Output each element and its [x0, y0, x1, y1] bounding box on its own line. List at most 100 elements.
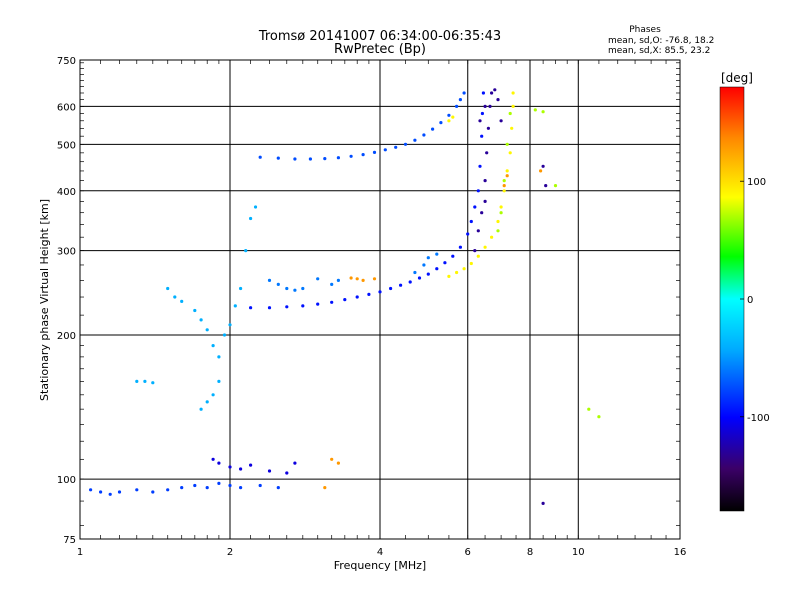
x-tick-label: 4	[377, 547, 383, 558]
data-point	[211, 457, 215, 461]
data-point	[355, 277, 359, 281]
data-point	[244, 249, 248, 253]
phase-heading: Phases	[629, 25, 661, 35]
data-point	[447, 274, 451, 278]
data-point	[490, 91, 494, 95]
data-point	[222, 333, 227, 337]
data-point	[199, 318, 203, 322]
data-point	[476, 189, 480, 193]
data-point	[539, 169, 543, 173]
data-point	[417, 276, 422, 280]
y-tick-label: 600	[57, 102, 76, 113]
data-point	[451, 254, 455, 258]
data-point	[478, 119, 482, 123]
data-point	[301, 304, 305, 308]
data-point	[343, 298, 347, 302]
data-point	[330, 300, 334, 304]
data-point	[135, 379, 139, 383]
data-point	[485, 151, 489, 155]
data-point	[544, 184, 548, 188]
data-point	[361, 278, 365, 282]
data-point	[511, 104, 515, 108]
data-point	[349, 154, 353, 158]
data-point	[233, 304, 237, 308]
data-point	[533, 108, 537, 112]
data-point	[478, 164, 482, 168]
data-point	[367, 292, 371, 296]
data-point	[308, 157, 312, 161]
data-point	[476, 229, 480, 233]
data-point	[505, 169, 509, 173]
data-point	[439, 121, 443, 125]
data-point	[426, 272, 430, 276]
data-point	[239, 486, 243, 490]
data-point	[399, 283, 403, 287]
data-point	[480, 211, 484, 215]
y-tick-labels: 75 100 200 300 400 500 600 750	[57, 56, 76, 546]
data-point	[336, 278, 340, 282]
data-point	[267, 306, 272, 310]
data-point	[143, 379, 147, 383]
data-point	[293, 157, 297, 161]
data-point	[483, 104, 487, 108]
data-point	[483, 199, 487, 203]
data-point	[413, 138, 417, 142]
data-point	[426, 256, 430, 260]
data-point	[99, 490, 103, 494]
data-point	[505, 174, 509, 178]
data-point	[466, 232, 470, 236]
x-tick-label: 1	[77, 547, 83, 558]
data-point	[480, 111, 484, 116]
x-tick-label: 16	[674, 547, 687, 558]
data-point	[499, 205, 503, 209]
data-point	[481, 91, 485, 95]
data-point	[135, 488, 139, 492]
data-point	[541, 164, 545, 168]
data-point	[458, 245, 462, 249]
data-point	[553, 184, 558, 188]
data-point	[496, 98, 500, 102]
colorbar-ticks: 100 0 -100	[740, 177, 770, 424]
data-point	[480, 134, 484, 138]
data-point	[205, 400, 209, 404]
data-point	[267, 469, 272, 473]
data-point	[330, 457, 334, 461]
data-point	[249, 463, 253, 467]
data-point	[510, 126, 514, 130]
data-point	[253, 205, 258, 209]
data-point	[422, 263, 426, 267]
data-point	[447, 113, 451, 117]
data-point	[228, 465, 232, 469]
data-point	[483, 179, 487, 183]
x-tick-label: 6	[465, 547, 471, 558]
x-tick-label: 8	[527, 547, 533, 558]
data-point	[173, 295, 177, 299]
y-tick-label: 100	[57, 475, 76, 486]
data-point	[435, 267, 439, 271]
data-point	[541, 501, 545, 505]
data-point	[166, 286, 170, 291]
data-point	[323, 486, 327, 490]
data-point	[488, 104, 492, 108]
data-point	[217, 355, 221, 359]
data-point	[211, 344, 215, 348]
data-point	[361, 153, 365, 157]
y-tick-label: 750	[57, 56, 76, 67]
x-tick-labels: 1 2 4 6 8 10 16	[77, 547, 687, 558]
data-point	[408, 280, 412, 284]
data-point	[469, 219, 473, 224]
x-tick-label: 10	[572, 547, 585, 558]
data-point	[316, 302, 320, 306]
axis-ticks	[80, 60, 680, 539]
data-point	[451, 115, 455, 119]
data-point	[455, 104, 459, 108]
data-point	[389, 286, 393, 291]
data-point	[505, 142, 509, 146]
data-point	[476, 254, 480, 258]
y-tick-label: 500	[57, 140, 76, 151]
data-point	[285, 286, 289, 291]
data-point	[239, 286, 243, 291]
data-point	[502, 184, 506, 188]
data-point	[462, 91, 466, 95]
data-point	[443, 261, 447, 265]
